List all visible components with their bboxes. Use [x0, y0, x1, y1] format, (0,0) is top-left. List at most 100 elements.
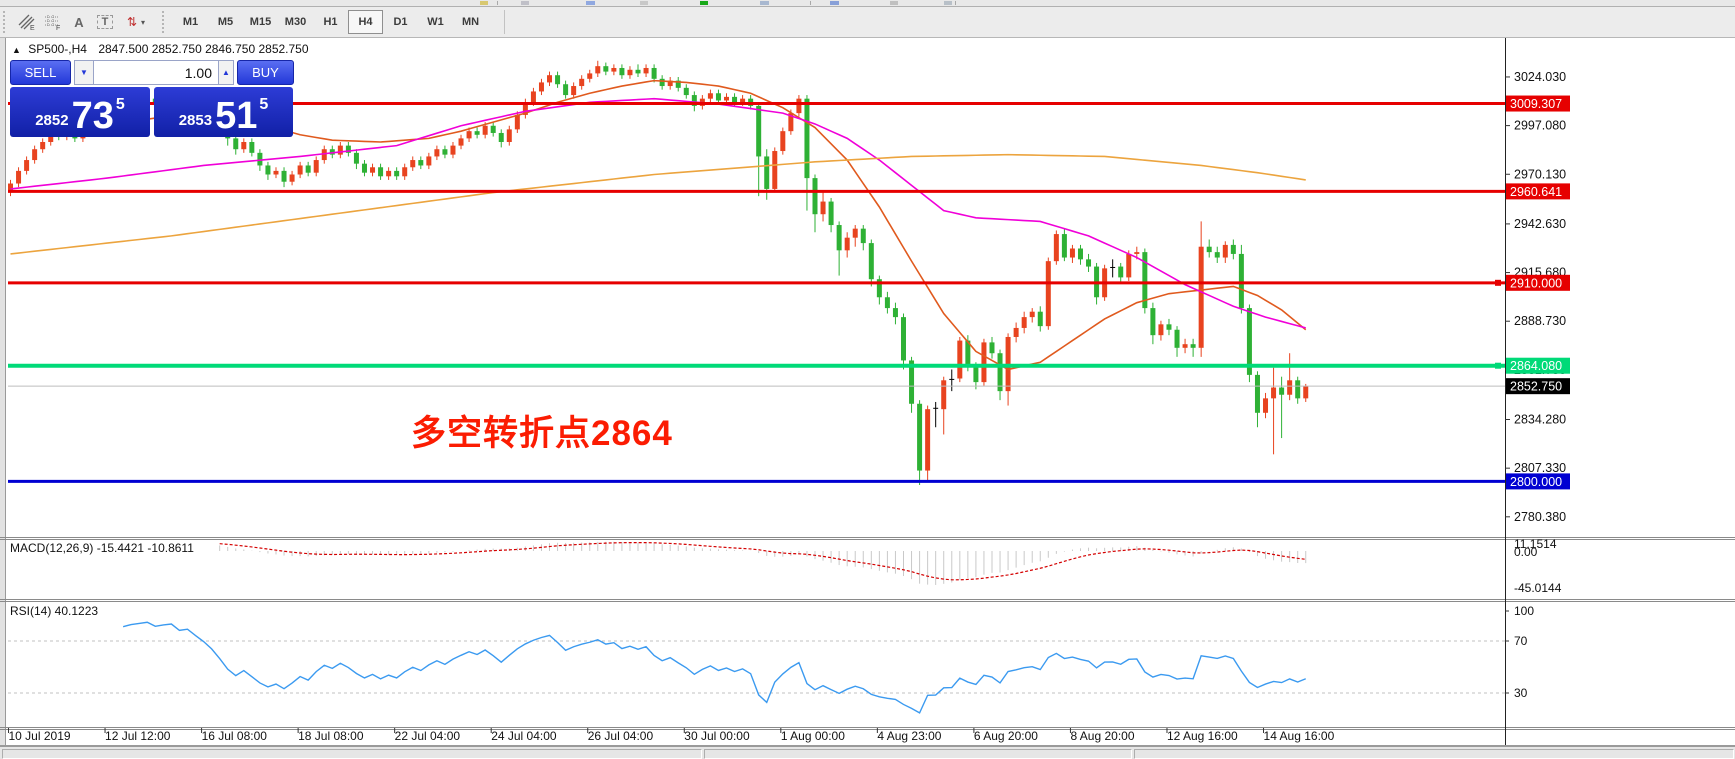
crosshatch-draw-icon[interactable]: E — [14, 10, 40, 34]
toolbar-fragment-icon — [700, 1, 708, 5]
candle-body — [635, 69, 641, 74]
candle-body — [675, 80, 681, 88]
timeframe-h4-button[interactable]: H4 — [348, 10, 383, 34]
status-bar — [0, 746, 1735, 759]
toolbar-fragment-icon — [830, 1, 839, 5]
candle-body — [418, 160, 424, 166]
ohlc-values: 2847.500 2852.750 2846.750 2852.750 — [98, 42, 309, 56]
macd-axis-label: 0.00 — [1514, 545, 1538, 559]
candle-body — [796, 98, 802, 114]
timeframe-m30-button[interactable]: M30 — [284, 16, 307, 28]
candle-body — [434, 149, 440, 157]
price-tick-label: 3024.030 — [1514, 70, 1566, 84]
lot-increase-button[interactable]: ▲ — [218, 60, 234, 85]
sell-price-panel[interactable]: 2852 73 5 — [10, 87, 150, 137]
price-tick-label: 2997.080 — [1514, 119, 1566, 133]
candle-body — [1222, 244, 1228, 258]
sell-price-handle: 2852 — [35, 112, 69, 129]
rsi-axis-label: 70 — [1514, 634, 1528, 648]
macd-signal-line — [219, 542, 1306, 581]
timeframe-m1-button[interactable]: M1 — [182, 16, 199, 28]
grid-f-icon[interactable]: F — [40, 10, 66, 34]
toolbar-separator — [497, 1, 498, 5]
candle-body — [732, 96, 738, 103]
rsi-axis-label: 30 — [1514, 686, 1528, 700]
candle-body — [571, 86, 577, 96]
toolbar-fragment-icon — [480, 1, 488, 5]
candle-body — [538, 82, 544, 92]
candle-body — [683, 87, 689, 96]
time-tick-label: 24 Jul 04:00 — [491, 729, 557, 743]
time-tick-label: 12 Jul 12:00 — [105, 729, 171, 743]
symbol-period-label: SP500-,H4 — [28, 42, 87, 56]
candle-body — [917, 403, 923, 471]
time-tick-label: 26 Jul 04:00 — [588, 729, 654, 743]
candle-body — [1118, 266, 1124, 278]
candle-body — [490, 125, 496, 133]
time-tick-label: 4 Aug 23:00 — [877, 729, 941, 743]
price-tick-label: 2942.630 — [1514, 217, 1566, 231]
candle-body — [876, 279, 882, 298]
time-tick-label: 18 Jul 08:00 — [298, 729, 364, 743]
text-label-icon[interactable]: A — [74, 14, 84, 30]
candle-body — [691, 95, 697, 106]
candle-body — [587, 73, 593, 79]
sell-button[interactable]: SELL — [10, 60, 71, 85]
price-level-label: 2960.641 — [1510, 185, 1562, 199]
time-tick-label: 12 Aug 16:00 — [1167, 729, 1238, 743]
line-handle[interactable] — [1495, 279, 1501, 286]
timeframe-h1-button[interactable]: H1 — [323, 16, 338, 28]
text-box-icon[interactable]: T — [92, 10, 118, 34]
candle-body — [345, 145, 351, 153]
timeframe-d1-button[interactable]: D1 — [393, 16, 408, 28]
candle-body — [1069, 248, 1075, 258]
toolbar-drag-handle[interactable] — [162, 11, 168, 33]
candle-body — [530, 91, 536, 103]
candle-body — [1029, 311, 1035, 318]
line-handle[interactable] — [1495, 362, 1501, 369]
candle-body — [1254, 374, 1260, 413]
candle-body — [402, 167, 408, 177]
chart-toolbar: E F A T ⇅ ▾ M1 M5 M15 M30 H1 H4 D1 W1 MN — [0, 7, 1735, 38]
lot-decrease-button[interactable]: ▼ — [74, 60, 94, 85]
price-level-label: 2852.750 — [1510, 380, 1562, 394]
time-tick-label: 22 Jul 04:00 — [395, 729, 461, 743]
candle-body — [1134, 252, 1140, 254]
candle-body — [1142, 252, 1148, 309]
horizontal-level-lines — [8, 102, 1505, 483]
price-level-label-box — [1506, 357, 1570, 374]
lot-size-input[interactable] — [94, 60, 218, 85]
timeframe-w1-button[interactable]: W1 — [427, 16, 444, 28]
candle-body — [265, 165, 271, 175]
toolbar-drag-handle[interactable] — [3, 11, 9, 33]
candle-body — [764, 156, 770, 189]
buy-button[interactable]: BUY — [237, 60, 294, 85]
candle-body — [1021, 317, 1027, 328]
timeframe-m5-button[interactable]: M5 — [217, 16, 234, 28]
candle-body — [1077, 248, 1083, 260]
timeframe-mn-button[interactable]: MN — [461, 16, 480, 28]
price-level-label: 2910.000 — [1510, 276, 1562, 290]
candle-body — [925, 409, 931, 471]
candle-body — [1053, 234, 1059, 262]
price-tick-label: 2780.380 — [1514, 510, 1566, 524]
time-tick-label: 1 Aug 00:00 — [781, 729, 845, 743]
macd-indicator-label: MACD(12,26,9) -15.4421 -10.8611 — [10, 541, 194, 555]
time-tick-label: 6 Aug 20:00 — [974, 729, 1038, 743]
macd-axis-label: 11.1514 — [1514, 537, 1557, 551]
candle-body — [788, 113, 794, 132]
buy-price-handle: 2853 — [178, 112, 213, 129]
rsi-levels — [8, 640, 1505, 694]
symbol-dropdown-icon[interactable]: ▲ — [12, 45, 21, 55]
arrows-objects-icon[interactable]: ⇅ ▾ — [126, 15, 146, 29]
buy-price-panel[interactable]: 2853 51 5 — [154, 87, 293, 137]
timeframe-m15-button[interactable]: M15 — [249, 16, 272, 28]
time-tick-label: 10 Jul 2019 — [9, 729, 71, 743]
sell-price-pips: 73 — [71, 95, 114, 137]
candle-body — [884, 297, 890, 309]
candle-body — [24, 160, 30, 171]
ma-slow-line — [10, 153, 1306, 255]
candle-body — [1230, 244, 1236, 254]
chart-title: ▲ SP500-,H4 2847.500 2852.750 2846.750 2… — [12, 42, 309, 56]
